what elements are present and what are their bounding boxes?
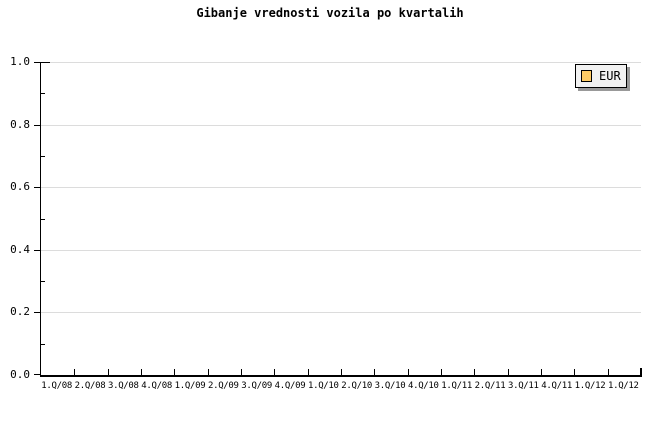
x-tick-label: 4.Q/10 bbox=[407, 381, 439, 391]
x-axis-tick bbox=[541, 369, 542, 375]
x-axis-tick bbox=[341, 369, 342, 375]
x-tick-label: 1.Q/08 bbox=[41, 381, 73, 391]
x-tick-label: 2.Q/08 bbox=[74, 381, 106, 391]
y-axis-major-tick bbox=[34, 125, 41, 126]
x-axis-labels: 1.Q/08 2.Q/08 3.Q/08 4.Q/08 1.Q/09 2.Q/09 3.Q/… bbox=[40, 381, 640, 393]
y-axis-top-tick bbox=[41, 62, 50, 63]
x-tick-label: 3.Q/11 bbox=[507, 381, 539, 391]
gridline bbox=[41, 312, 641, 313]
x-axis-tick bbox=[108, 369, 109, 375]
x-axis-tick bbox=[174, 369, 175, 375]
x-tick-label: 1.Q/12 bbox=[574, 381, 606, 391]
y-tick-label: 0.0 bbox=[10, 368, 30, 381]
x-tick-label: 1.Q/09 bbox=[174, 381, 206, 391]
y-axis-minor-tick bbox=[41, 344, 45, 345]
chart-title: Gibanje vrednosti vozila po kvartalih bbox=[196, 6, 464, 20]
plot-area bbox=[34, 62, 642, 377]
x-axis-tick bbox=[408, 369, 409, 375]
y-axis-major-tick bbox=[34, 250, 41, 251]
x-axis-tick bbox=[308, 369, 309, 375]
x-tick-label: 1.Q/10 bbox=[307, 381, 339, 391]
x-tick-label: 2.Q/10 bbox=[341, 381, 373, 391]
y-tick-label: 0.8 bbox=[10, 118, 30, 131]
x-tick-label: 3.Q/08 bbox=[107, 381, 139, 391]
gridline bbox=[41, 250, 641, 251]
x-axis-tick bbox=[274, 369, 275, 375]
x-tick-label: 3.Q/10 bbox=[374, 381, 406, 391]
x-tick-label: 4.Q/11 bbox=[541, 381, 573, 391]
gridline bbox=[41, 62, 641, 63]
x-tick-label: 2.Q/11 bbox=[474, 381, 506, 391]
y-tick-label: 0.6 bbox=[10, 180, 30, 193]
x-axis-tick bbox=[241, 369, 242, 375]
y-axis-major-tick bbox=[34, 312, 41, 313]
gridline bbox=[41, 187, 641, 188]
x-tick-label: 1.Q/12 bbox=[607, 381, 639, 391]
y-tick-label: 0.4 bbox=[10, 243, 30, 256]
x-axis-end-tick bbox=[640, 368, 642, 377]
legend-eur-swatch-icon bbox=[581, 70, 592, 82]
x-axis-tick bbox=[474, 369, 475, 375]
y-axis-major-tick bbox=[34, 374, 41, 375]
y-axis-minor-tick bbox=[41, 93, 45, 94]
legend-eur-label: EUR bbox=[599, 69, 621, 83]
x-tick-label: 3.Q/09 bbox=[241, 381, 273, 391]
x-axis-tick bbox=[441, 369, 442, 375]
legend: EUR bbox=[575, 64, 627, 88]
x-tick-label: 1.Q/11 bbox=[441, 381, 473, 391]
x-tick-label: 4.Q/08 bbox=[141, 381, 173, 391]
gridline bbox=[41, 125, 641, 126]
x-axis-tick bbox=[608, 369, 609, 375]
y-tick-label: 1.0 bbox=[10, 55, 30, 68]
y-axis-minor-tick bbox=[41, 219, 45, 220]
x-axis-tick bbox=[374, 369, 375, 375]
y-axis-minor-tick bbox=[41, 156, 45, 157]
x-tick-label: 4.Q/09 bbox=[274, 381, 306, 391]
x-axis-tick bbox=[574, 369, 575, 375]
x-axis-tick bbox=[141, 369, 142, 375]
x-axis-tick bbox=[508, 369, 509, 375]
x-axis-tick bbox=[74, 369, 75, 375]
x-tick-label: 2.Q/09 bbox=[207, 381, 239, 391]
y-axis-minor-tick bbox=[41, 281, 45, 282]
y-tick-label: 0.2 bbox=[10, 305, 30, 318]
y-axis-major-tick bbox=[34, 62, 41, 63]
x-axis-tick bbox=[208, 369, 209, 375]
y-axis-labels: 0.0 0.2 0.4 0.6 0.8 1.0 bbox=[0, 0, 34, 440]
y-axis-major-tick bbox=[34, 187, 41, 188]
